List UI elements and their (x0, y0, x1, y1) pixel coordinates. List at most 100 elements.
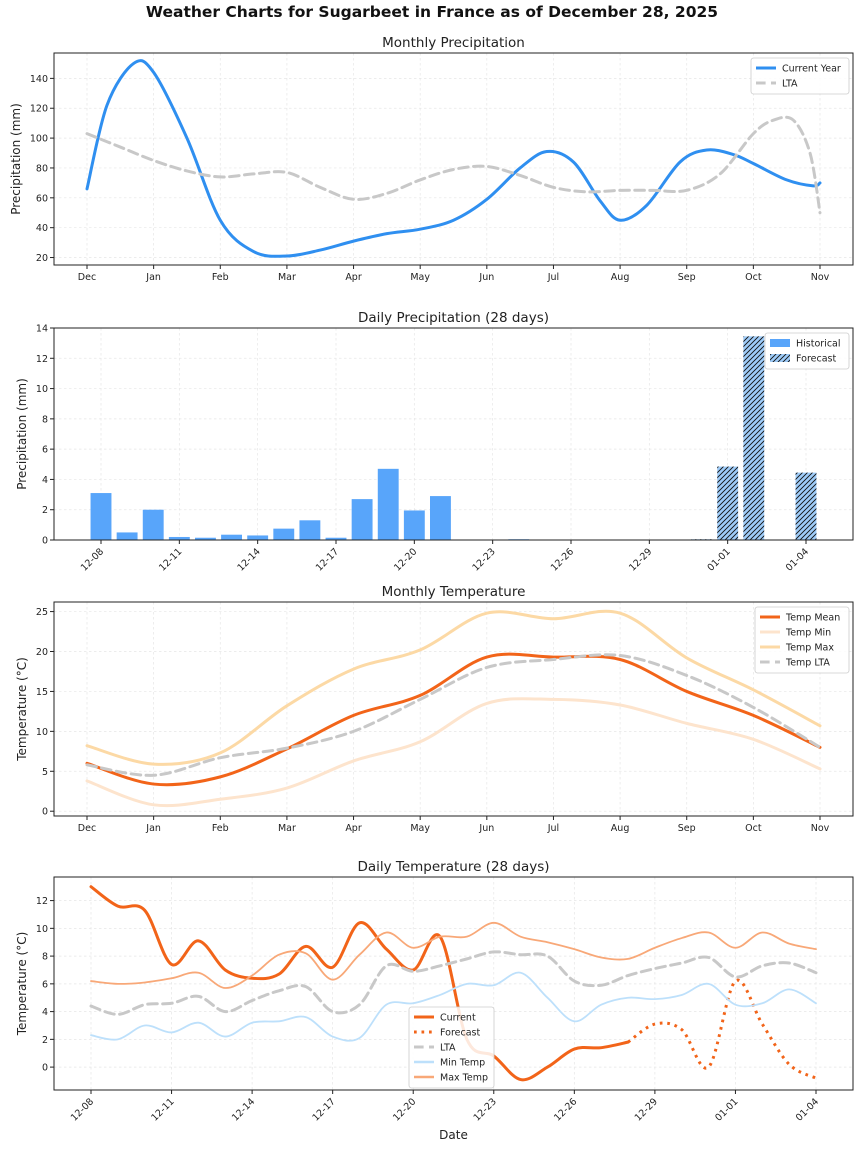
y-tick-label: 14 (36, 324, 48, 335)
x-tick-label: Jan (145, 823, 161, 834)
y-tick-label: 20 (36, 647, 48, 658)
x-tick-label: Sep (678, 272, 696, 283)
legend-item: Current Year (756, 64, 841, 75)
x-tick-label: Oct (745, 272, 762, 283)
legend-item: Temp LTA (760, 658, 830, 669)
legend-label: Temp Min (785, 628, 831, 639)
x-tick-label: Apr (345, 823, 362, 834)
x-tick-label: 12-11 (149, 1096, 176, 1123)
x-tick-label: Aug (611, 272, 630, 283)
y-axis-title: Temperature (°C) (15, 657, 29, 762)
legend-item: Temp Max (760, 643, 834, 654)
y-axis-title: Precipitation (mm) (15, 378, 29, 490)
y-axis-title: Temperature (°C) (15, 932, 29, 1037)
daily-temperature-chart: Daily Temperature (28 days) 0 2 4 6 8 10 12 12-0… (15, 859, 854, 1142)
series-group (85, 59, 822, 258)
plot-frame (53, 601, 854, 817)
legend-item: Max Temp (414, 1073, 488, 1084)
legend-label: Current Year (782, 64, 841, 75)
gridlines (54, 53, 853, 265)
forecast-bar (795, 472, 817, 540)
y-tick-label: 5 (42, 767, 48, 778)
x-axis-title: Date (439, 1128, 468, 1142)
x-tick-label: May (410, 272, 430, 283)
x-tick-label: 01-01 (713, 1096, 740, 1123)
x-tick-label: Feb (212, 823, 229, 834)
series-line-max-temp (90, 921, 817, 989)
y-axis: 0 5 10 15 20 25 (36, 607, 54, 818)
historical-bar (116, 532, 138, 540)
chart-title: Monthly Temperature (382, 584, 526, 600)
legend-item: LTA (756, 79, 798, 90)
x-axis: 12-08 12-11 12-14 12-17 12-20 12-23 12-26 12-29… (79, 540, 811, 574)
y-tick-label: 10 (36, 384, 48, 395)
series-group (89, 885, 818, 1082)
x-tick-label: 12-14 (230, 1096, 257, 1123)
x-axis: Dec Jan Feb Mar Apr May Jun Jul Aug Sep Oct Nov (78, 265, 830, 283)
series-line-current (89, 885, 630, 1082)
legend-swatch (770, 354, 790, 362)
x-tick-label: Feb (212, 272, 229, 283)
y-tick-label: 8 (42, 952, 48, 963)
y-tick-label: 0 (42, 807, 48, 818)
x-tick-label: 12-29 (633, 1096, 660, 1123)
y-tick-label: 4 (42, 1007, 48, 1018)
y-tick-label: 20 (36, 253, 48, 264)
y-tick-label: 12 (36, 354, 48, 365)
legend: Temp Mean Temp Min Temp Max Temp LTA (754, 606, 850, 674)
historical-bar (247, 535, 269, 540)
legend-label: Temp LTA (785, 658, 830, 669)
legend-label: Current (440, 1013, 476, 1024)
x-tick-label: May (410, 823, 430, 834)
x-tick-label: Nov (811, 272, 830, 283)
legend-label: Temp Max (785, 643, 834, 654)
x-tick-label: 12-08 (79, 546, 106, 573)
y-tick-label: 12 (36, 896, 48, 907)
legend: Historical Forecast (764, 332, 850, 370)
legend-label: LTA (440, 1043, 456, 1054)
y-tick-label: 6 (42, 445, 48, 456)
legend-label: Max Temp (440, 1073, 488, 1084)
historical-bar (403, 510, 425, 540)
y-tick-label: 10 (36, 727, 48, 738)
x-tick-label: 12-17 (314, 546, 341, 573)
x-tick-label: 12-23 (472, 1096, 499, 1123)
y-tick-label: 100 (30, 134, 48, 145)
y-tick-label: 60 (36, 193, 48, 204)
x-tick-label: 12-20 (392, 546, 419, 573)
x-tick-label: 12-23 (470, 546, 497, 573)
y-axis: 20 40 60 80 100 120 140 (30, 74, 54, 264)
legend-item: Forecast (414, 1028, 480, 1039)
chart-title: Monthly Precipitation (382, 35, 525, 51)
legend-label: LTA (782, 79, 798, 90)
legend-item: Min Temp (414, 1058, 485, 1069)
x-tick-label: Dec (78, 272, 96, 283)
historical-bar (168, 536, 190, 540)
y-tick-label: 2 (42, 1035, 48, 1046)
forecast-bar (743, 336, 765, 540)
legend-swatch (770, 339, 790, 347)
x-tick-label: 12-11 (157, 546, 184, 573)
legend-item: Current (414, 1013, 476, 1024)
y-tick-label: 8 (42, 414, 48, 425)
x-tick-label: 12-29 (627, 546, 654, 573)
x-tick-label: Jul (547, 823, 559, 834)
chart-title: Daily Temperature (28 days) (357, 859, 549, 875)
x-tick-label: Nov (811, 823, 830, 834)
x-tick-label: 12-26 (549, 546, 576, 573)
y-tick-label: 120 (30, 104, 48, 115)
historical-bar (90, 493, 112, 540)
legend-box (408, 1006, 495, 1089)
y-tick-label: 140 (30, 74, 48, 85)
x-tick-label: Jun (478, 272, 494, 283)
y-axis: 0 2 4 6 8 10 12 14 (36, 324, 54, 547)
series-line-temp-lta (85, 653, 822, 777)
legend: Current Year LTA (750, 57, 850, 95)
x-tick-label: 01-04 (784, 546, 811, 573)
x-axis: 12-08 12-11 12-14 12-17 12-20 12-23 12-26 12-29… (69, 1090, 821, 1124)
series-line-min-temp (90, 971, 817, 1042)
y-tick-label: 40 (36, 223, 48, 234)
historical-bar (142, 509, 164, 540)
forecast-bar (717, 466, 739, 540)
